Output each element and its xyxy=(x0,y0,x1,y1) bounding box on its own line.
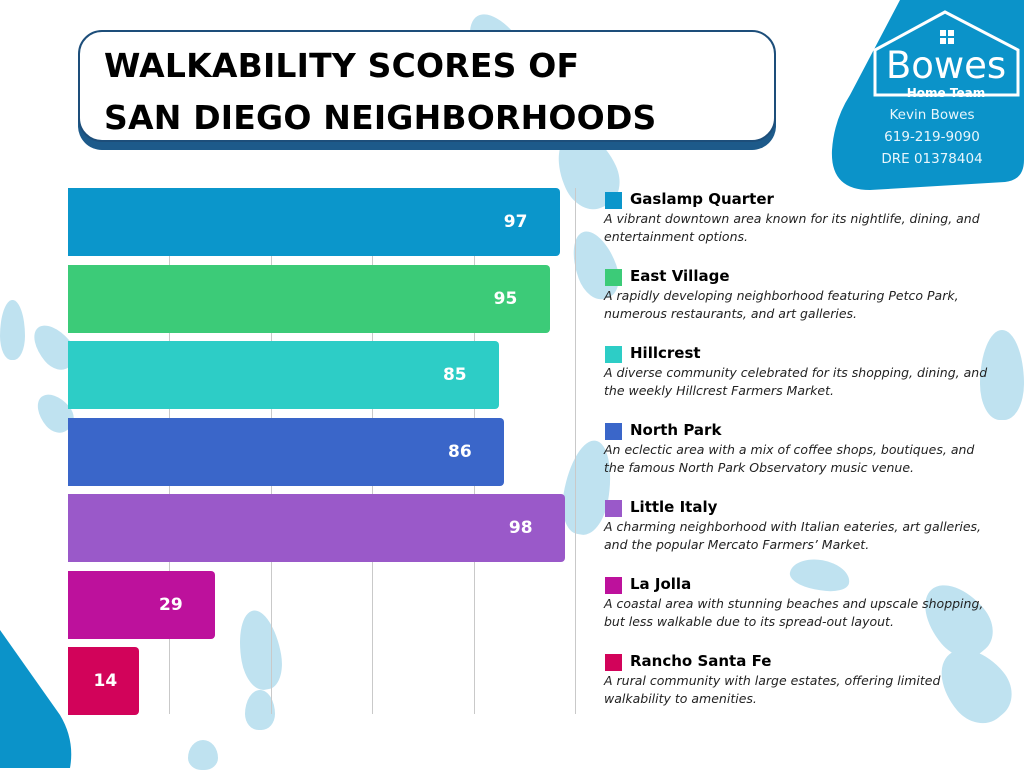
legend-item: Gaslamp Quarter A vibrant downtown area k… xyxy=(604,188,1004,265)
legend-description: A diverse community celebrated for its s… xyxy=(604,365,988,398)
legend-item: North Park An eclectic area with a mix of… xyxy=(604,419,1004,496)
brand-background-shape xyxy=(831,0,1024,190)
legend-title: North Park xyxy=(630,421,722,439)
title-panel xyxy=(78,30,776,142)
legend-description: A rapidly developing neighborhood featur… xyxy=(604,288,959,321)
title-line-1: WALKABILITY SCORES OF xyxy=(104,46,580,85)
legend-item: Rancho Santa Fe A rural community with la… xyxy=(604,650,1004,727)
legend-description: A coastal area with stunning beaches and… xyxy=(604,596,984,629)
legend-description: An eclectic area with a mix of coffee sh… xyxy=(604,442,975,475)
bar-gaslamp-quarter xyxy=(68,188,560,256)
legend-swatch xyxy=(605,577,622,594)
legend-swatch xyxy=(605,500,622,517)
bar-value-label: 97 xyxy=(503,212,528,232)
brand-panel xyxy=(830,0,1024,190)
bar-la-jolla xyxy=(68,570,216,639)
chart-legend: Gaslamp Quarter A vibrant downtown area k… xyxy=(604,188,1004,727)
agent-phone[interactable]: 619-219-9090 xyxy=(884,129,980,145)
bar-value-label: 95 xyxy=(493,288,518,309)
agent-name: Kevin Bowes xyxy=(889,107,975,123)
legend-title: Hillcrest xyxy=(630,344,701,362)
bar-value-label: 14 xyxy=(93,671,118,691)
corner-decoration xyxy=(0,630,72,768)
legend-description: A charming neighborhood with Italian eat… xyxy=(604,519,982,552)
bar-little-italy xyxy=(68,494,565,562)
title-line-2: SAN DIEGO NEIGHBORHOODS xyxy=(104,98,657,137)
legend-title: Rancho Santa Fe xyxy=(630,652,772,670)
bar-value-label: 98 xyxy=(508,518,533,538)
legend-swatch xyxy=(605,192,622,209)
bar-hillcrest xyxy=(68,341,499,409)
bar-east-village xyxy=(68,264,550,333)
bar-rancho-santa-fe xyxy=(68,647,139,715)
brand-name: Bowes xyxy=(885,44,1007,87)
agent-license: DRE 01378404 xyxy=(881,151,983,167)
legend-swatch xyxy=(605,423,622,440)
legend-swatch xyxy=(605,654,622,671)
bar-chart: 97 95 85 86 98 29 14 xyxy=(68,188,578,715)
page-title: WALKABILITY SCORES OF SAN DIEGO NEIGHBOR… xyxy=(104,40,657,144)
bar-value-label: 86 xyxy=(448,441,472,462)
legend-swatch xyxy=(605,346,622,363)
legend-title: Gaslamp Quarter xyxy=(630,190,774,208)
legend-swatch xyxy=(605,269,622,286)
house-icon xyxy=(873,10,1020,97)
legend-item: East Village A rapidly developing neighbo… xyxy=(604,265,1004,342)
legend-item: Little Italy A charming neighborhood with… xyxy=(604,496,1004,573)
legend-item: Hillcrest A diverse community celebrated … xyxy=(604,342,1004,419)
legend-title: East Village xyxy=(630,267,730,285)
bar-value-label: 85 xyxy=(442,365,467,385)
grid-line xyxy=(575,188,576,714)
legend-title: La Jolla xyxy=(630,575,692,593)
legend-item: La Jolla A coastal area with stunning bea… xyxy=(604,573,1004,650)
legend-description: A rural community with large estates, of… xyxy=(604,673,941,706)
bar-north-park xyxy=(68,417,505,486)
legend-description: A vibrant downtown area known for its ni… xyxy=(604,211,980,244)
bar-value-label: 29 xyxy=(159,594,183,615)
legend-title: Little Italy xyxy=(630,498,718,516)
brand-subtitle: Home Team xyxy=(906,86,986,100)
